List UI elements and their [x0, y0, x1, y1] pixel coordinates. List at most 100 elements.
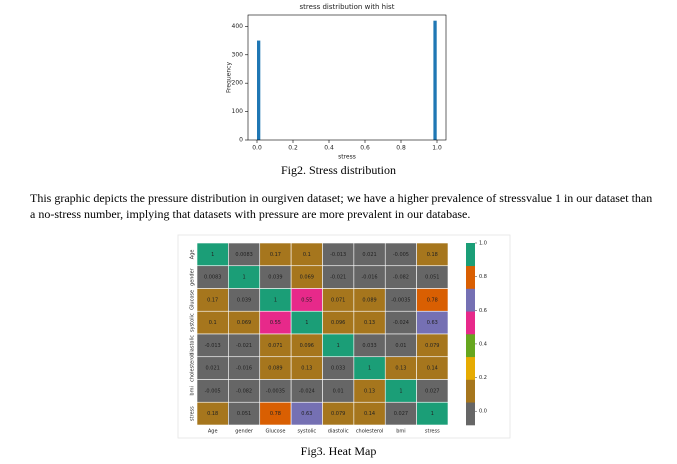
colorbar-tick-label: 0.4 — [479, 341, 487, 347]
x-tick-label: Age — [208, 429, 218, 435]
y-tick-label: 100 — [232, 108, 244, 115]
x-tick-label: diastolic — [328, 429, 349, 435]
cell-label: -0.021 — [330, 275, 346, 281]
cell-label: 0.14 — [427, 366, 438, 372]
cell-label: 0.071 — [268, 343, 282, 349]
cell-label: 0.089 — [362, 297, 376, 303]
cell-label: -0.024 — [299, 388, 315, 394]
bar — [433, 20, 437, 141]
heatmap-cell — [416, 401, 449, 426]
colorbar-tick-label: 0.8 — [479, 274, 487, 280]
y-tick-label: 200 — [232, 80, 244, 87]
y-tick-label: 0 — [239, 137, 243, 144]
colorbar-segment — [466, 379, 475, 403]
x-tick-label: cholesterol — [356, 429, 383, 435]
colorbar-tick-label: 0.6 — [479, 308, 487, 314]
cell-label: 0.17 — [207, 297, 218, 303]
cell-label: 0.071 — [331, 297, 345, 303]
colorbar-tick-label: 1.0 — [479, 241, 487, 247]
cell-label: 1 — [242, 275, 245, 281]
cell-label: -0.013 — [205, 343, 221, 349]
cell-label: 1 — [211, 252, 214, 258]
cell-label: -0.021 — [236, 343, 252, 349]
x-tick-label: Glucose — [265, 429, 285, 435]
paragraph: This graphic depicts the pressure distri… — [30, 191, 653, 221]
y-tick-label: gender — [190, 267, 196, 286]
cell-label: -0.082 — [236, 388, 252, 394]
cell-label: 0.01 — [395, 343, 406, 349]
cell-label: 0.096 — [300, 343, 314, 349]
cell-label: 0.021 — [206, 366, 220, 372]
cell-label: 0.01 — [333, 388, 344, 394]
cell-label: -0.016 — [236, 366, 252, 372]
cell-label: 0.051 — [425, 275, 439, 281]
cell-label: 0.13 — [301, 366, 312, 372]
cell-label: 0.0083 — [235, 252, 253, 258]
colorbar-segment — [466, 288, 475, 312]
y-tick-label: cholesterol — [190, 354, 196, 381]
cell-label: 0.0083 — [204, 275, 222, 281]
y-tick-label: bmi — [190, 386, 196, 395]
cell-label: 0.78 — [270, 411, 281, 417]
figure-caption: Fig3. Heat Map — [300, 444, 377, 458]
y-tick-label: stress — [190, 406, 196, 421]
cell-label: 1 — [274, 297, 277, 303]
colorbar-tick-label: 0.2 — [479, 375, 487, 381]
cell-label: -0.024 — [393, 320, 409, 326]
bar — [257, 40, 261, 141]
cell-label: 0.63 — [427, 320, 438, 326]
plot-frame — [247, 14, 447, 141]
cell-label: 0.069 — [237, 320, 251, 326]
x-tick-label: 0.6 — [360, 145, 370, 152]
cell-label: 0.13 — [364, 320, 375, 326]
cell-label: 1 — [368, 366, 371, 372]
cell-label: 0.079 — [425, 343, 439, 349]
cell-label: 0.027 — [425, 388, 439, 394]
x-tick-label: 0.2 — [288, 145, 298, 152]
cell-label: 0.55 — [270, 320, 281, 326]
cell-label: 0.18 — [427, 252, 438, 258]
x-tick-label: 0.4 — [324, 145, 334, 152]
cell-label: 0.55 — [301, 297, 312, 303]
y-tick-label: systolic — [190, 313, 196, 332]
cell-label: 0.089 — [268, 366, 282, 372]
cell-label: 0.13 — [395, 366, 406, 372]
cell-label: 0.051 — [237, 411, 251, 417]
x-tick-label: 0.0 — [252, 145, 262, 152]
cell-label: 1 — [399, 388, 402, 394]
cell-label: 1 — [431, 411, 434, 417]
cell-label: 0.1 — [209, 320, 217, 326]
x-tick-label: systolic — [297, 429, 316, 435]
cell-label: -0.005 — [393, 252, 409, 258]
x-tick-label: stress — [425, 429, 440, 435]
cell-label: 1 — [305, 320, 308, 326]
colorbar-tick-label: 0.0 — [479, 409, 487, 415]
chart-title: stress distribution with hist — [300, 3, 395, 11]
cell-label: -0.082 — [393, 275, 409, 281]
cell-label: 0.18 — [207, 411, 218, 417]
x-axis-label: stress — [338, 154, 356, 161]
cell-label: 0.033 — [331, 366, 345, 372]
cell-label: -0.005 — [205, 388, 221, 394]
y-tick-label: Age — [190, 250, 196, 260]
cell-label: 0.096 — [331, 320, 345, 326]
x-tick-label: 1.0 — [432, 145, 442, 152]
cell-label: 0.63 — [301, 411, 312, 417]
colorbar-segment — [466, 334, 475, 358]
colorbar-segment — [466, 402, 475, 426]
y-tick-label: 300 — [232, 51, 244, 58]
cell-label: 0.1 — [303, 252, 311, 258]
cell-label: -0.016 — [362, 275, 378, 281]
cell-label: 0.033 — [362, 343, 376, 349]
cell-label: 0.039 — [268, 275, 282, 281]
figure-frame — [177, 234, 511, 439]
y-axis-label: Frequency — [226, 62, 233, 93]
y-tick-label: Glucose — [190, 290, 196, 310]
cell-label: 0.14 — [364, 411, 375, 417]
y-tick-label: 400 — [232, 23, 244, 30]
colorbar-segment — [466, 356, 475, 380]
x-tick-label: gender — [235, 429, 254, 435]
colorbar-segment — [466, 265, 475, 289]
